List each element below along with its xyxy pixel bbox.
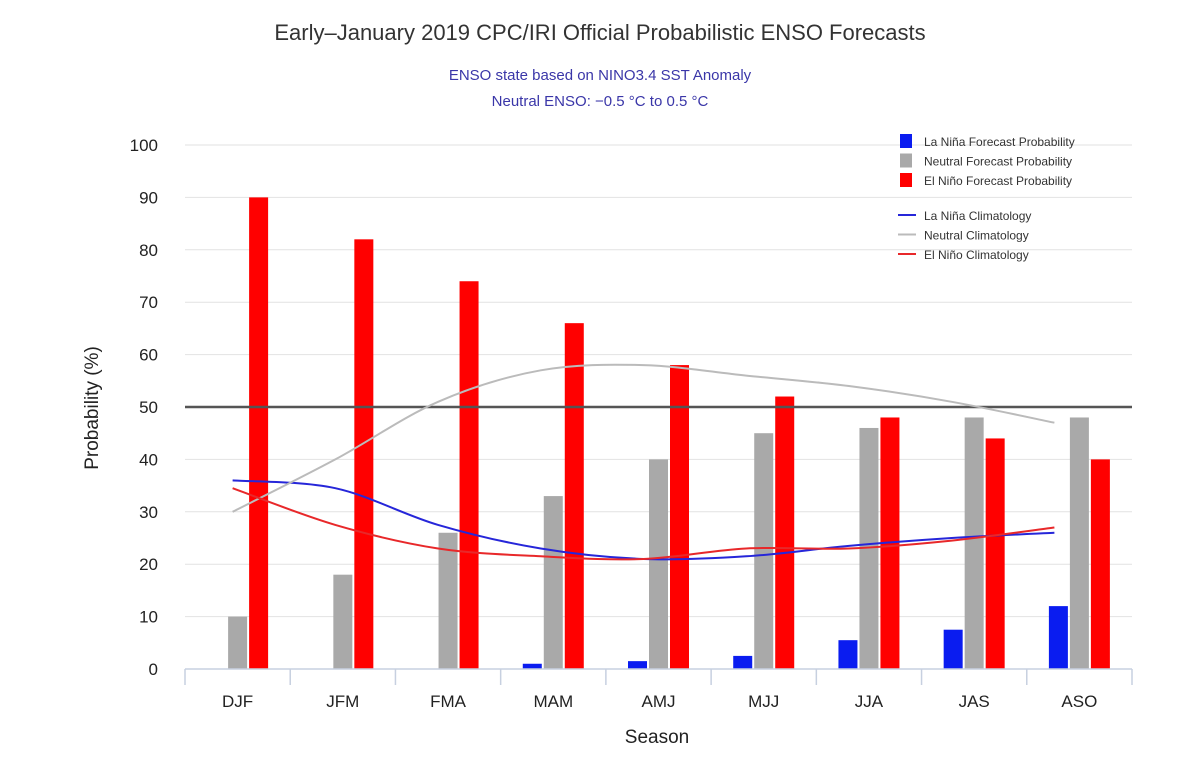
legend-swatch-2 bbox=[900, 173, 912, 187]
legend-label-1: Neutral Forecast Probability bbox=[924, 155, 1072, 169]
y-axis-ticks: 0 10 20 30 40 50 60 70 80 90 100 bbox=[130, 136, 158, 679]
bar-2-7 bbox=[985, 438, 1005, 669]
y-tick-label: 70 bbox=[139, 293, 158, 312]
x-tick-label: AMJ bbox=[642, 692, 676, 711]
bar-2-5 bbox=[775, 396, 795, 669]
legend-line-label-0: La Niña Climatology bbox=[924, 209, 1031, 223]
y-tick-label: 20 bbox=[139, 555, 158, 574]
climatology-line-2 bbox=[232, 487, 1055, 561]
bar-0-3 bbox=[522, 663, 542, 669]
y-tick-label: 90 bbox=[139, 188, 158, 207]
x-tick-label: ASO bbox=[1061, 692, 1097, 711]
bar-0-6 bbox=[838, 640, 858, 669]
legend-swatch-0 bbox=[900, 134, 912, 148]
bar-0-4 bbox=[628, 661, 647, 669]
bar-2-0 bbox=[249, 197, 269, 669]
y-tick-label: 0 bbox=[149, 660, 158, 679]
x-tick-label: JFM bbox=[326, 692, 359, 711]
bar-1-7 bbox=[964, 417, 984, 669]
x-tick-label: MAM bbox=[533, 692, 573, 711]
bar-1-5 bbox=[754, 433, 774, 669]
legend-line-label-1: Neutral Climatology bbox=[924, 229, 1029, 243]
x-tick-label: JAS bbox=[959, 692, 990, 711]
bar-1-2 bbox=[438, 532, 458, 669]
legend-label-0: La Niña Forecast Probability bbox=[924, 135, 1075, 149]
bar-2-4 bbox=[670, 365, 689, 669]
y-tick-label: 80 bbox=[139, 241, 158, 260]
x-tick-label: MJJ bbox=[748, 692, 779, 711]
chart-subtitle-line-2: Neutral ENSO: −0.5 °C to 0.5 °C bbox=[492, 93, 709, 110]
bar-1-1 bbox=[333, 574, 353, 669]
bar-1-8 bbox=[1069, 417, 1089, 669]
y-tick-label: 50 bbox=[139, 398, 158, 417]
bar-0-7 bbox=[943, 629, 963, 669]
x-tick-label: DJF bbox=[222, 692, 253, 711]
bar-1-0 bbox=[228, 616, 248, 669]
legend-label-2: El Niño Forecast Probability bbox=[924, 174, 1072, 188]
bar-2-8 bbox=[1090, 459, 1110, 669]
climatology-line-1 bbox=[232, 363, 1055, 513]
bar-1-4 bbox=[649, 459, 668, 669]
bar-2-3 bbox=[564, 323, 584, 669]
x-tick-label: JJA bbox=[855, 692, 884, 711]
legend: La Niña Forecast Probability Neutral Fore… bbox=[898, 134, 1075, 262]
bar-0-8 bbox=[1048, 606, 1068, 669]
y-tick-label: 40 bbox=[139, 450, 158, 469]
bar-0-5 bbox=[733, 655, 753, 669]
bar-series bbox=[228, 197, 1110, 669]
bar-2-2 bbox=[459, 281, 479, 669]
chart-title: Early–January 2019 CPC/IRI Official Prob… bbox=[274, 20, 925, 45]
x-axis-label: Season bbox=[625, 727, 689, 748]
legend-swatch-1 bbox=[900, 153, 912, 168]
y-tick-label: 60 bbox=[139, 346, 158, 365]
chart-subtitle-line-1: ENSO state based on NINO3.4 SST Anomaly bbox=[449, 67, 752, 84]
bar-1-3 bbox=[543, 496, 563, 669]
y-tick-label: 10 bbox=[139, 608, 158, 627]
climatology-lines bbox=[232, 363, 1055, 561]
legend-line-label-2: El Niño Climatology bbox=[924, 248, 1029, 262]
x-axis: DJF JFM FMA MAM AMJ MJJ JJA JAS ASO bbox=[184, 668, 1133, 711]
y-tick-label: 100 bbox=[130, 136, 158, 155]
x-tick-label: FMA bbox=[430, 692, 467, 711]
y-axis-label: Probability (%) bbox=[82, 346, 103, 470]
y-tick-label: 30 bbox=[139, 503, 158, 522]
bar-2-1 bbox=[354, 239, 374, 669]
